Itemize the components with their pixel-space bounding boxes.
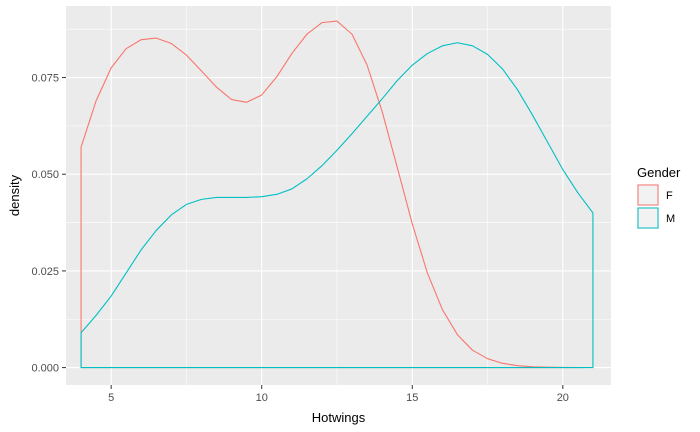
y-tick-label: 0.000: [31, 363, 59, 375]
x-axis-ticks: 5 10 15 20: [108, 385, 569, 404]
x-tick-label: 20: [557, 392, 569, 404]
x-tick-label: 10: [256, 392, 268, 404]
y-axis-ticks: 0.000 0.025 0.050 0.075: [31, 73, 66, 375]
density-line-M: [80, 42, 594, 369]
x-axis-title: Hotwings: [312, 410, 366, 425]
density-series: [80, 20, 594, 369]
legend-label-M: M: [666, 213, 675, 225]
legend-swatch-M: [637, 207, 659, 229]
density-line-F: [80, 20, 585, 369]
plot-panel: [66, 6, 611, 385]
legend: Gender FM: [637, 165, 681, 229]
legend-items: FM: [637, 184, 675, 229]
y-tick-label: 0.050: [31, 169, 59, 181]
x-tick-label: 5: [108, 392, 114, 404]
legend-key-M: [637, 207, 659, 229]
y-tick-label: 0.025: [31, 266, 59, 278]
x-tick-label: 15: [406, 392, 418, 404]
minor-gridlines: [66, 6, 611, 385]
legend-swatch-F: [637, 184, 659, 206]
legend-label-F: F: [666, 190, 673, 202]
legend-key-F: [637, 184, 659, 206]
y-tick-label: 0.075: [31, 73, 59, 85]
y-axis-title: density: [7, 174, 22, 216]
legend-title: Gender: [637, 165, 681, 180]
